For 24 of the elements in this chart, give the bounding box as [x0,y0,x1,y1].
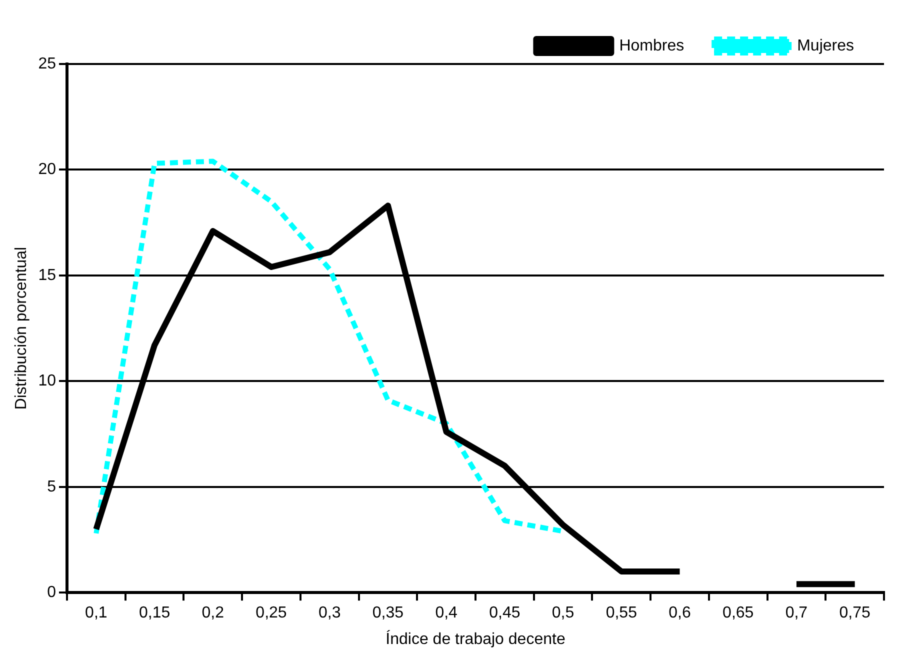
x-tick-label: 0,75 [839,604,870,622]
x-tick-label: 0,25 [256,604,287,622]
x-tick-label: 0,55 [606,604,638,622]
x-tick-label: 0,65 [722,604,754,622]
x-tick-label: 0,45 [489,604,520,622]
x-tick-label: 0,4 [435,604,458,622]
x-axis-title: Índice de trabajo decente [386,630,566,648]
y-tick-label: 5 [47,478,56,496]
y-tick-label: 0 [47,584,56,602]
y-axis-title: Distribución porcentual [13,246,30,410]
y-tick-label: 20 [38,161,56,178]
y-tick-label: 10 [38,372,56,390]
y-tick-label: 25 [38,55,56,72]
legend-label: Hombres [619,37,684,54]
x-tick-label: 0,5 [552,604,574,622]
x-tick-label: 0,3 [318,604,341,622]
x-tick-label: 0,7 [785,604,808,622]
x-tick-label: 0,15 [138,604,170,622]
legend-label: Mujeres [797,37,854,54]
x-tick-label: 0,2 [202,604,224,622]
x-tick-label: 0,1 [85,604,108,622]
x-tick-label: 0,35 [372,604,404,622]
y-tick-label: 15 [38,266,56,284]
x-tick-label: 0,6 [668,604,691,622]
